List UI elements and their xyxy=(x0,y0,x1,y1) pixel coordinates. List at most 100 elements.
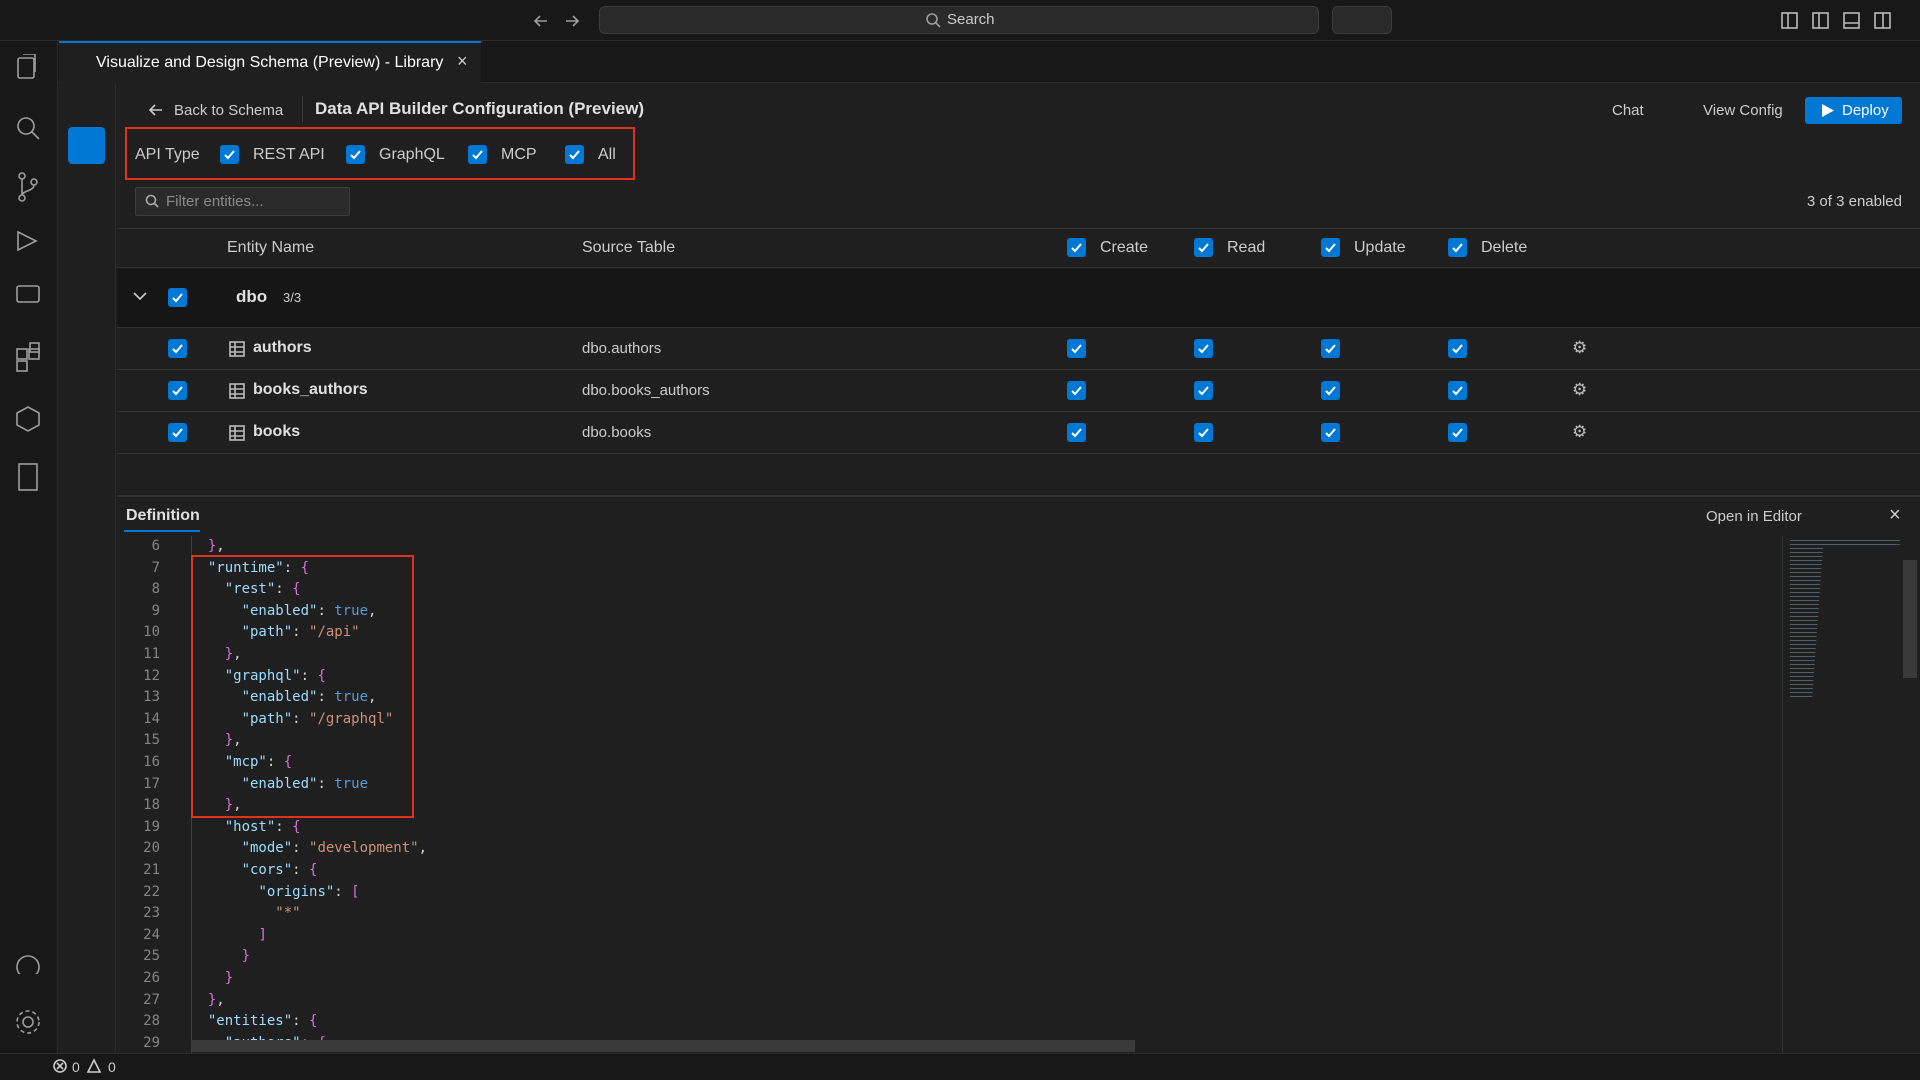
api-option-label[interactable]: MCP xyxy=(501,146,537,163)
collapse-icon[interactable] xyxy=(132,290,148,302)
api-option-label[interactable]: All xyxy=(598,146,616,163)
code-line: "runtime": { xyxy=(207,559,310,576)
check xyxy=(569,150,580,160)
check xyxy=(172,344,183,354)
entity-name: authors xyxy=(253,339,312,356)
view-config-button[interactable]: View Config xyxy=(1703,102,1783,119)
checkbox[interactable] xyxy=(1448,238,1467,257)
group-row xyxy=(117,267,1920,328)
code-line: }, xyxy=(207,538,225,554)
checkbox[interactable] xyxy=(1448,423,1467,442)
divider xyxy=(302,96,303,122)
check xyxy=(1452,386,1463,396)
settings-gear[interactable]: ⚙ xyxy=(1572,338,1588,357)
error-count[interactable]: 0 xyxy=(72,1059,80,1075)
table-icon xyxy=(229,341,245,357)
tab-close[interactable]: × xyxy=(457,51,468,71)
checkbox[interactable] xyxy=(1321,238,1340,257)
deploy-label: Deploy xyxy=(1842,102,1889,119)
settings-gear[interactable]: ⚙ xyxy=(1572,380,1588,399)
code-line: "cors": { xyxy=(241,862,318,878)
line-number: 14 xyxy=(143,710,160,727)
back-nav[interactable] xyxy=(532,12,550,30)
line-number: 20 xyxy=(143,840,160,857)
checkbox[interactable] xyxy=(1321,423,1340,442)
activity-icons[interactable] xyxy=(14,54,44,974)
row-border xyxy=(117,411,1920,412)
checkbox[interactable] xyxy=(220,145,239,164)
checkbox[interactable] xyxy=(168,339,187,358)
table-view-button[interactable] xyxy=(68,127,105,164)
line-number: 24 xyxy=(143,926,160,943)
check xyxy=(350,150,361,160)
warning-icon xyxy=(86,1058,102,1073)
line-number: 18 xyxy=(143,797,160,814)
settings-gear[interactable]: ⚙ xyxy=(1572,422,1588,441)
code-line: "path": "/graphql" xyxy=(241,710,394,727)
source-table: dbo.authors xyxy=(582,340,662,357)
tab[interactable] xyxy=(59,41,481,83)
h-scrollbar xyxy=(191,1040,1135,1052)
deploy-icon xyxy=(1822,104,1834,117)
deploy-button[interactable] xyxy=(1805,97,1902,124)
page-title: Data API Builder Configuration (Preview) xyxy=(315,99,645,118)
checkbox[interactable] xyxy=(1194,423,1213,442)
checkbox[interactable] xyxy=(346,145,365,164)
checkbox[interactable] xyxy=(468,145,487,164)
checkbox[interactable] xyxy=(1321,339,1340,358)
check xyxy=(1452,243,1463,253)
checkbox[interactable] xyxy=(1067,238,1086,257)
forward-nav[interactable] xyxy=(563,12,581,30)
code-line: }, xyxy=(224,646,242,662)
checkbox[interactable] xyxy=(168,381,187,400)
checkbox[interactable] xyxy=(1321,381,1340,400)
check xyxy=(172,293,183,303)
settings-icon[interactable] xyxy=(14,1008,44,1038)
code-line: }, xyxy=(224,797,242,814)
table-border xyxy=(117,228,1920,229)
checkbox[interactable] xyxy=(1194,339,1213,358)
checkbox[interactable] xyxy=(1067,339,1086,358)
checkbox[interactable] xyxy=(565,145,584,164)
code-line: "rest": { xyxy=(224,581,301,598)
line-number: 19 xyxy=(143,818,160,835)
code-line: "origins": [ xyxy=(258,883,360,900)
checkbox[interactable] xyxy=(1448,339,1467,358)
line-number: 25 xyxy=(143,948,160,965)
line-number: 22 xyxy=(143,883,160,900)
enabled-count: 3 of 3 enabled xyxy=(1806,193,1902,210)
checkbox[interactable] xyxy=(168,423,187,442)
line-number: 29 xyxy=(143,1034,160,1051)
row-border xyxy=(117,453,1920,454)
check xyxy=(224,150,235,160)
check xyxy=(1325,243,1336,253)
layout-controls[interactable] xyxy=(1780,11,1900,31)
code-line: "graphql": { xyxy=(224,667,326,684)
search-icon xyxy=(926,13,941,28)
checkbox[interactable] xyxy=(1067,381,1086,400)
column-header: Delete xyxy=(1481,239,1528,256)
code-line: "entities": { xyxy=(207,1013,318,1030)
line-number: 12 xyxy=(143,667,160,684)
filter-input[interactable] xyxy=(135,187,350,216)
api-option-label[interactable]: GraphQL xyxy=(379,146,445,163)
api-option-label[interactable]: REST API xyxy=(253,146,325,163)
line-number: 17 xyxy=(143,775,160,792)
code-line: "mode": "development", xyxy=(241,840,428,857)
checkbox[interactable] xyxy=(168,288,187,307)
panel-close[interactable]: × xyxy=(1889,504,1901,526)
copilot-button[interactable] xyxy=(1332,6,1392,34)
search-box[interactable] xyxy=(599,6,1319,34)
back-icon xyxy=(148,104,162,116)
checkbox[interactable] xyxy=(1067,423,1086,442)
checkbox[interactable] xyxy=(1194,381,1213,400)
back-link[interactable]: Back to Schema xyxy=(174,102,284,119)
open-in-editor[interactable]: Open in Editor xyxy=(1706,508,1802,525)
checkbox[interactable] xyxy=(1194,238,1213,257)
status-bar xyxy=(0,1053,1920,1080)
chat-button[interactable]: Chat xyxy=(1612,102,1644,119)
warning-count[interactable]: 0 xyxy=(108,1059,116,1075)
checkbox[interactable] xyxy=(1448,381,1467,400)
line-number: 8 xyxy=(151,581,160,598)
